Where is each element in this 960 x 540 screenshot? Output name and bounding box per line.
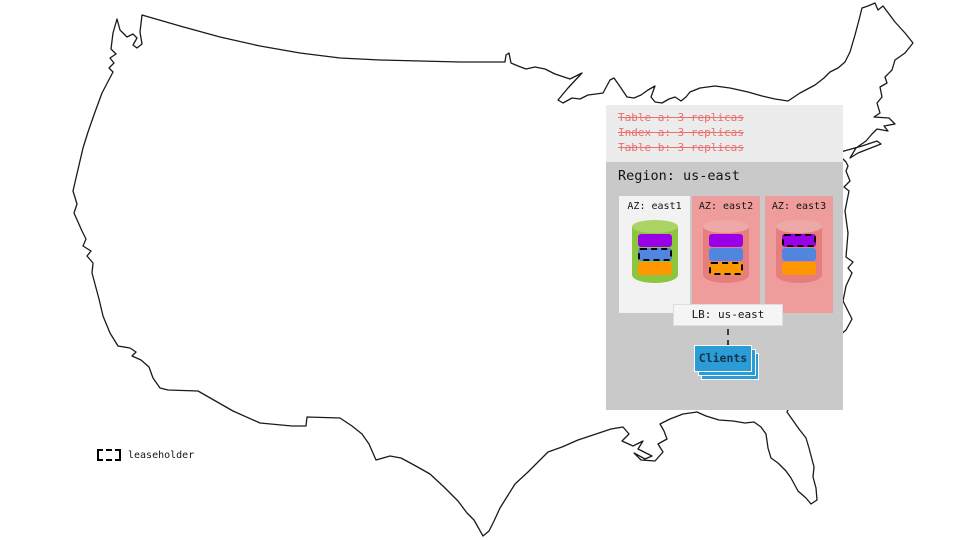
load-balancer-box: LB: us-east [673,304,783,326]
az-label: AZ: east3 [771,201,827,212]
cylinder-top [776,220,822,233]
replica-bar [709,234,743,247]
replica-bar [782,234,816,247]
replica-bars [782,234,816,276]
replica-bar [637,234,672,247]
leaseholder-swatch-icon [97,449,121,461]
replica-bar [637,262,672,275]
replica-bar [709,262,743,275]
leaseholder-legend-label: leaseholder [128,449,195,461]
database-cylinder [631,220,678,283]
replica-bar [709,248,743,261]
az-label: AZ: east1 [627,201,682,212]
database-cylinder [703,220,749,283]
region-title: Region: us-east [618,168,740,184]
clients-box: Clients [695,346,751,371]
replica-bars [709,234,743,276]
deployment-diagram-panel: Table a: 3 replicas Index a: 3 replicas … [606,105,843,410]
az-label: AZ: east2 [698,201,754,212]
replication-policy-box: Table a: 3 replicas Index a: 3 replicas … [606,105,843,162]
cylinder-top [703,220,749,233]
region-box: Region: us-east AZ: east1 AZ: east2 [606,162,843,410]
policy-line-index-a: Index a: 3 replicas [618,126,744,139]
replica-bars [637,234,672,276]
az-box-east1: AZ: east1 [619,196,690,313]
az-box-east3: AZ: east3 [765,196,833,313]
database-cylinder [776,220,822,283]
replica-bar [637,248,672,261]
az-box-east2: AZ: east2 [692,196,760,313]
policy-line-table-b: Table b: 3 replicas [618,141,744,154]
lb-clients-connector [727,329,729,346]
clients-stack: Clients [695,346,758,379]
leaseholder-legend: leaseholder [97,449,194,461]
cylinder-top [631,220,678,233]
replica-bar [782,262,816,275]
replica-bar [782,248,816,261]
policy-line-table-a: Table a: 3 replicas [618,111,744,124]
